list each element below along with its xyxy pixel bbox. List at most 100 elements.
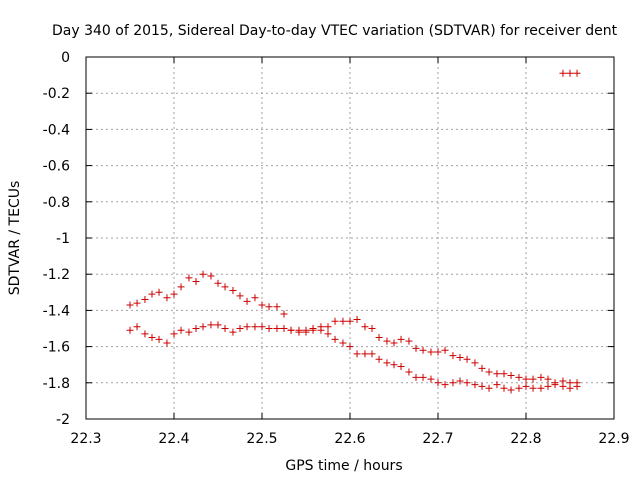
data-point-outlier	[573, 69, 581, 77]
data-point-upper	[529, 375, 537, 383]
data-point-upper	[265, 303, 273, 311]
data-point-lower	[155, 335, 163, 343]
data-point-lower	[309, 326, 317, 334]
chart-title: Day 340 of 2015, Sidereal Day-to-day VTE…	[52, 23, 618, 39]
data-point-lower	[243, 323, 251, 331]
data-point-upper	[199, 270, 207, 278]
data-point-lower	[133, 323, 141, 331]
data-point-lower	[383, 359, 391, 367]
data-point-upper	[170, 290, 178, 298]
data-point-lower	[170, 330, 178, 338]
data-point-lower	[258, 323, 266, 331]
data-point-upper	[229, 286, 237, 294]
data-point-lower	[419, 373, 427, 381]
y-tick-labels: 0 -0.2 -0.4 -0.6 -0.8 -1 -1.2 -1.4 -1.6 -1.8 -2	[43, 50, 70, 428]
data-point-upper	[368, 325, 376, 332]
data-point-lower	[141, 330, 149, 338]
data-point-upper	[405, 337, 413, 345]
data-point-lower	[463, 379, 471, 387]
data-point-lower	[471, 381, 479, 389]
data-point-upper	[412, 344, 420, 352]
data-point-lower	[339, 339, 347, 347]
data-point-lower	[500, 384, 508, 392]
y-tick-label: -2	[56, 412, 70, 428]
data-point-upper	[522, 375, 530, 383]
data-point-upper	[478, 364, 486, 372]
data-point-lower	[265, 325, 273, 332]
data-point-lower	[537, 384, 545, 392]
data-point-upper	[163, 294, 171, 302]
y-tick-label: -0.6	[43, 159, 70, 175]
data-point-lower	[390, 361, 398, 369]
data-point-upper	[463, 355, 471, 363]
data-point-upper	[375, 334, 383, 342]
x-tick-label: 22.5	[246, 431, 277, 447]
data-point-lower	[207, 321, 215, 329]
data-point-lower	[559, 382, 567, 390]
data-point-upper	[383, 337, 391, 345]
data-point-lower	[441, 381, 449, 389]
data-point-lower	[324, 330, 332, 338]
data-point-upper	[353, 315, 361, 323]
data-point-upper	[434, 348, 442, 356]
data-point-lower	[126, 326, 134, 334]
data-point-upper	[419, 346, 427, 354]
data-point-upper	[126, 301, 134, 309]
data-point-upper	[390, 339, 398, 347]
y-tick-label: -0.4	[43, 122, 70, 138]
data-point-lower	[427, 375, 435, 383]
data-point-upper	[500, 370, 508, 378]
y-tick-label: -1.4	[43, 303, 70, 319]
y-tick-label: -0.2	[43, 86, 70, 102]
data-point-lower	[515, 384, 523, 392]
data-point-upper	[177, 283, 185, 291]
data-point-lower	[361, 350, 369, 358]
data-point-lower	[368, 350, 376, 358]
x-tick-labels: 22.3 22.4 22.5 22.6 22.7 22.8 22.9	[70, 431, 629, 447]
data-point-upper	[544, 375, 552, 383]
data-point-lower	[163, 339, 171, 347]
data-point-upper	[273, 303, 281, 311]
y-axis-title: SDTVAR / TECUs	[7, 181, 23, 296]
data-point-lower	[280, 325, 288, 332]
data-point-upper	[346, 317, 354, 325]
data-point-lower	[236, 325, 244, 332]
x-tick-label: 22.6	[334, 431, 365, 447]
x-tick-label: 22.4	[158, 431, 189, 447]
data-point-lower	[229, 328, 237, 336]
data-point-upper	[485, 368, 493, 376]
y-tick-label: -1.2	[43, 267, 70, 283]
data-point-lower	[529, 384, 537, 392]
axis-ticks	[85, 56, 615, 420]
data-point-lower	[148, 334, 156, 342]
data-point-lower	[273, 325, 281, 332]
data-point-upper	[258, 301, 266, 309]
data-point-outlier	[566, 69, 574, 77]
data-point-upper	[280, 310, 288, 318]
data-point-upper	[441, 346, 449, 354]
data-point-lower	[544, 382, 552, 390]
data-point-upper	[192, 277, 200, 285]
data-point-lower	[456, 377, 464, 385]
x-tick-label: 22.3	[70, 431, 101, 447]
x-tick-label: 22.7	[422, 431, 453, 447]
y-tick-label: -1	[56, 231, 70, 247]
data-point-upper	[243, 297, 251, 305]
x-tick-label: 22.8	[510, 431, 541, 447]
data-point-upper	[185, 274, 193, 282]
data-point-lower	[522, 382, 530, 390]
data-point-lower	[412, 373, 420, 381]
data-point-upper	[331, 317, 339, 325]
grid-lines	[86, 57, 614, 419]
data-point-upper	[133, 299, 141, 307]
data-point-upper	[155, 288, 163, 296]
data-point-lower	[317, 326, 325, 334]
data-point-upper	[251, 294, 259, 302]
x-axis-title: GPS time / hours	[285, 458, 402, 474]
data-point-lower	[192, 325, 200, 332]
data-point-lower	[199, 323, 207, 331]
data-point-upper	[207, 272, 215, 280]
data-point-upper	[148, 290, 156, 298]
data-point-lower	[375, 355, 383, 363]
